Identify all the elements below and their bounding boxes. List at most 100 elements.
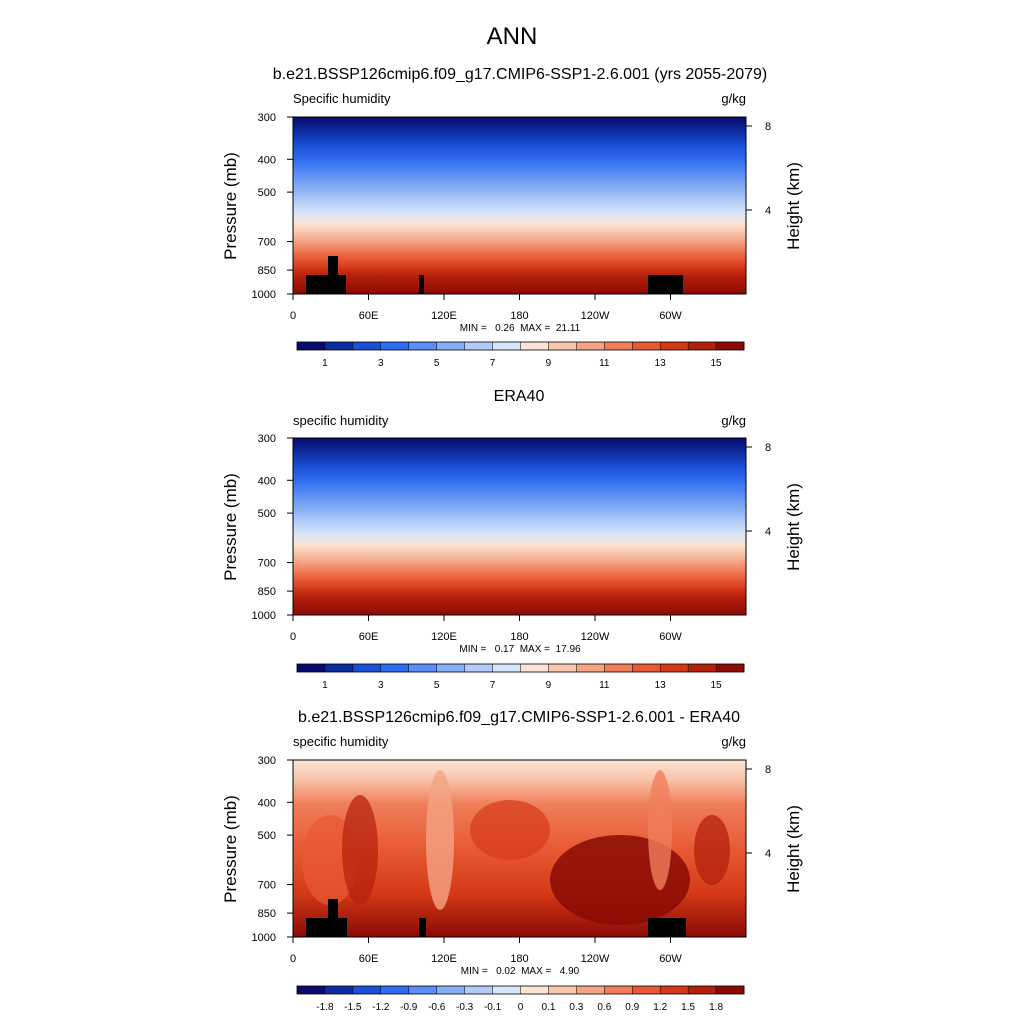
y-tick-label: 300 bbox=[258, 112, 276, 124]
colorbar-swatch bbox=[632, 342, 661, 350]
colorbar-swatch bbox=[604, 342, 633, 350]
y2-tick-label: 8 bbox=[765, 121, 771, 133]
colorbar-label: -1.5 bbox=[344, 1002, 362, 1013]
colorbar-swatch bbox=[716, 986, 745, 994]
colorbar-swatch bbox=[632, 986, 661, 994]
panel-2-y2label: Height (km) bbox=[784, 483, 803, 571]
y-tick-label: 300 bbox=[258, 433, 276, 445]
colorbar-swatch bbox=[604, 986, 633, 994]
x-tick-label: 180 bbox=[510, 631, 528, 643]
y-tick-label: 850 bbox=[258, 586, 276, 598]
colorbar-label: 1.2 bbox=[653, 1002, 667, 1013]
colorbar-label: 9 bbox=[546, 358, 552, 369]
colorbar-swatch bbox=[324, 342, 354, 350]
x-tick-label: 180 bbox=[510, 310, 528, 322]
panel-2-y2-ticks: 84 bbox=[746, 442, 771, 538]
panel-3-right-label: g/kg bbox=[721, 734, 746, 749]
colorbar-label: -0.9 bbox=[400, 1002, 418, 1013]
panel-3-y2-ticks: 84 bbox=[746, 764, 771, 860]
colorbar-swatch bbox=[352, 986, 382, 994]
panel-2-right-label: g/kg bbox=[721, 413, 746, 428]
panel-1-y-ticks: 300 400 500 700 850 1000 bbox=[252, 112, 293, 301]
colorbar-label: 3 bbox=[378, 680, 384, 691]
colorbar-swatch bbox=[492, 342, 521, 350]
colorbar-label: 13 bbox=[655, 680, 667, 691]
colorbar-swatch bbox=[324, 986, 354, 994]
colorbar-swatch bbox=[520, 664, 549, 672]
y-tick-label: 700 bbox=[258, 237, 276, 249]
x-tick-label: 120E bbox=[431, 953, 457, 965]
colorbar-label: 7 bbox=[490, 358, 496, 369]
panel-3-terrain bbox=[306, 899, 686, 937]
panel-2-x-ticks: 0 60E 120E 180 120W 60W bbox=[290, 615, 682, 643]
colorbar-label: 5 bbox=[434, 358, 440, 369]
colorbar-label: 3 bbox=[378, 358, 384, 369]
panel-2-colorbar: 1 3 5 7 9 11 13 15 bbox=[296, 663, 745, 691]
x-tick-label: 60E bbox=[359, 310, 379, 322]
colorbar-swatch bbox=[436, 342, 466, 350]
x-tick-label: 60E bbox=[359, 631, 379, 643]
colorbar-swatch bbox=[380, 664, 410, 672]
colorbar-swatch bbox=[604, 664, 633, 672]
colorbar-label: 0.3 bbox=[569, 1002, 583, 1013]
panel-3-left-label: specific humidity bbox=[293, 734, 389, 749]
panel-2-y-ticks: 300 400 500 700 850 1000 bbox=[252, 433, 293, 622]
colorbar-swatch bbox=[660, 986, 689, 994]
y-tick-label: 400 bbox=[258, 797, 276, 809]
colorbar-swatch bbox=[716, 664, 745, 672]
y-tick-label: 700 bbox=[258, 880, 276, 892]
panel-1-stats: MIN = 0.26 MAX = 21.11 bbox=[460, 323, 581, 334]
panel-1-terrain bbox=[306, 256, 683, 294]
colorbar-swatch bbox=[408, 986, 438, 994]
y-tick-label: 1000 bbox=[252, 932, 276, 944]
colorbar-swatch bbox=[576, 986, 605, 994]
colorbar-swatch bbox=[548, 664, 577, 672]
colorbar-swatch bbox=[492, 986, 521, 994]
colorbar-swatch bbox=[464, 342, 494, 350]
colorbar-swatch bbox=[576, 664, 605, 672]
panel-1-y2-ticks: 84 bbox=[746, 121, 771, 217]
panel-1-title: b.e21.BSSP126cmip6.f09_g17.CMIP6-SSP1-2.… bbox=[273, 66, 768, 83]
y-tick-label: 1000 bbox=[252, 610, 276, 622]
colorbar-label: -0.1 bbox=[484, 1002, 502, 1013]
colorbar-swatch bbox=[464, 986, 494, 994]
colorbar-swatch bbox=[464, 664, 494, 672]
colorbar-swatch bbox=[632, 664, 661, 672]
colorbar-label: 0 bbox=[518, 1002, 524, 1013]
y-tick-label: 700 bbox=[258, 558, 276, 570]
y2-tick-label: 4 bbox=[765, 205, 771, 217]
colorbar-swatch bbox=[297, 342, 326, 350]
x-tick-label: 120E bbox=[431, 631, 457, 643]
colorbar-swatch bbox=[436, 664, 466, 672]
colorbar-label: -1.8 bbox=[316, 1002, 334, 1013]
colorbar-swatch bbox=[352, 342, 382, 350]
figure-title: ANN bbox=[487, 23, 538, 50]
panel-2: ERA40 specific humidity g/kg 30040050070… bbox=[221, 388, 803, 691]
panel-3-x-ticks: 0 60E 120E 180 120W 60W bbox=[290, 937, 682, 965]
colorbar-swatch bbox=[688, 342, 717, 350]
x-tick-label: 180 bbox=[510, 953, 528, 965]
colorbar-swatch bbox=[297, 664, 326, 672]
panel-2-ylabel: Pressure (mb) bbox=[221, 473, 240, 581]
colorbar-label: 11 bbox=[599, 358, 610, 369]
colorbar-label: -0.3 bbox=[456, 1002, 474, 1013]
colorbar-label: -0.6 bbox=[428, 1002, 446, 1013]
x-tick-label: 0 bbox=[290, 953, 296, 965]
x-tick-label: 120E bbox=[431, 310, 457, 322]
y2-tick-label: 8 bbox=[765, 442, 771, 454]
colorbar-swatch bbox=[716, 342, 745, 350]
panel-1-x-ticks: 0 60E 120E 180 120W 60W bbox=[290, 294, 682, 322]
colorbar-swatch bbox=[576, 342, 605, 350]
y-tick-label: 500 bbox=[258, 508, 276, 520]
panel-3-y-ticks: 300 400 500 700 850 1000 bbox=[252, 755, 293, 944]
panel-3-colorbar: -1.8 -1.5 -1.2 -0.9 -0.6 -0.3 -0.1 0 0.1 0.3 0.6 0.… bbox=[296, 985, 745, 1013]
panel-3-stats: MIN = 0.02 MAX = 4.90 bbox=[461, 966, 580, 977]
y-tick-label: 400 bbox=[258, 154, 276, 166]
colorbar-label: 11 bbox=[599, 680, 610, 691]
colorbar-swatch bbox=[324, 664, 354, 672]
colorbar-label: 1.8 bbox=[709, 1002, 723, 1013]
panel-3-blobs bbox=[302, 770, 730, 925]
colorbar-label: 0.1 bbox=[541, 1002, 555, 1013]
panel-1-ylabel: Pressure (mb) bbox=[221, 152, 240, 260]
colorbar-swatch bbox=[408, 342, 438, 350]
